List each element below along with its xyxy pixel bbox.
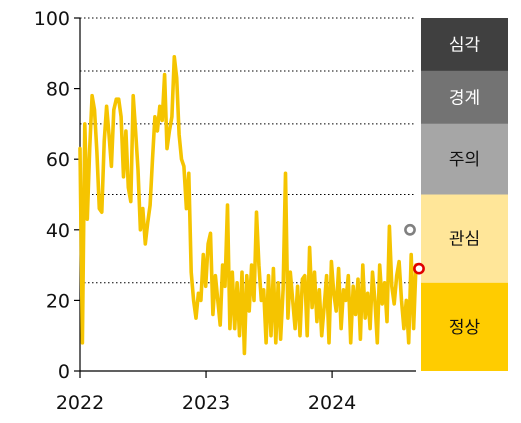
- band-label-4: 정상: [449, 318, 481, 338]
- band-0: [421, 18, 508, 71]
- band-label-3: 관심: [449, 230, 480, 250]
- x-tick-label-2024: 2024: [308, 392, 356, 414]
- y-tick-label-80: 80: [46, 79, 70, 101]
- latest-value-markers: [404, 223, 425, 275]
- band-label-1: 경계: [449, 88, 480, 108]
- y-axis-tick-labels: 0 20 40 60 80 100: [34, 8, 70, 383]
- y-tick-label-60: 60: [46, 149, 70, 171]
- x-tick-label-2022: 2022: [56, 392, 104, 414]
- y-tick-label-100: 100: [34, 8, 70, 30]
- y-tick-label-40: 40: [46, 220, 70, 242]
- series-lines: [78, 54, 418, 356]
- x-axis-tick-labels: 2022 2023 2024: [56, 392, 356, 414]
- marker-0: [404, 223, 416, 236]
- band-label-2: 주의: [449, 150, 480, 170]
- band-label-0: 심각: [449, 35, 481, 55]
- y-tick-label-0: 0: [58, 361, 70, 383]
- marker-1: [413, 262, 425, 275]
- series-line-0: [78, 54, 418, 356]
- band-1: [421, 70, 508, 124]
- x-tick-label-2023: 2023: [182, 392, 230, 414]
- band-2: [421, 123, 508, 195]
- y-tick-label-20: 20: [46, 290, 70, 312]
- band-3: [421, 194, 508, 283]
- band-4: [421, 282, 508, 371]
